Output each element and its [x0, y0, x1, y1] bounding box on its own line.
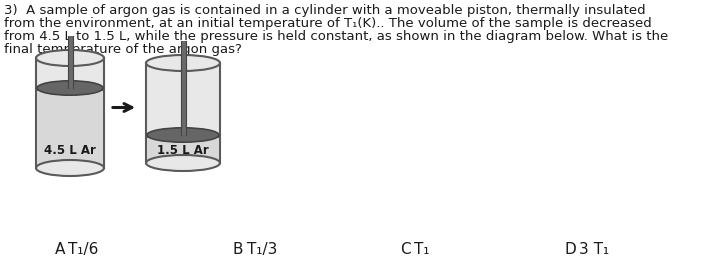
Text: 3)  A sample of argon gas is contained in a cylinder with a moveable piston, the: 3) A sample of argon gas is contained in… [4, 4, 645, 17]
Ellipse shape [37, 81, 103, 95]
Ellipse shape [147, 128, 219, 142]
Ellipse shape [37, 81, 103, 95]
Text: from 4.5 L to 1.5 L, while the pressure is held constant, as shown in the diagra: from 4.5 L to 1.5 L, while the pressure … [4, 30, 668, 43]
Text: T₁/6: T₁/6 [68, 242, 99, 257]
Text: T₁/3: T₁/3 [247, 242, 278, 257]
Ellipse shape [36, 50, 104, 66]
Text: B: B [233, 242, 244, 257]
Ellipse shape [36, 160, 104, 176]
Bar [37, 85, 103, 91]
Bar [147, 135, 219, 161]
Text: 3 T₁: 3 T₁ [579, 242, 609, 257]
Bar [180, 41, 185, 135]
Text: C: C [400, 242, 410, 257]
Bar [36, 58, 104, 168]
Text: final temperature of the argon gas?: final temperature of the argon gas? [4, 43, 242, 56]
Ellipse shape [147, 128, 219, 142]
Bar [37, 88, 103, 166]
Bar [147, 132, 219, 137]
Bar [67, 36, 72, 88]
Text: 1.5 L Ar: 1.5 L Ar [157, 143, 209, 157]
Ellipse shape [146, 155, 220, 171]
Text: A: A [55, 242, 65, 257]
Text: T₁: T₁ [414, 242, 430, 257]
Ellipse shape [146, 55, 220, 71]
Text: D: D [565, 242, 577, 257]
Bar [146, 63, 220, 163]
Text: 4.5 L Ar: 4.5 L Ar [44, 143, 96, 157]
Text: from the environment, at an initial temperature of T₁(K).. The volume of the sam: from the environment, at an initial temp… [4, 17, 652, 30]
